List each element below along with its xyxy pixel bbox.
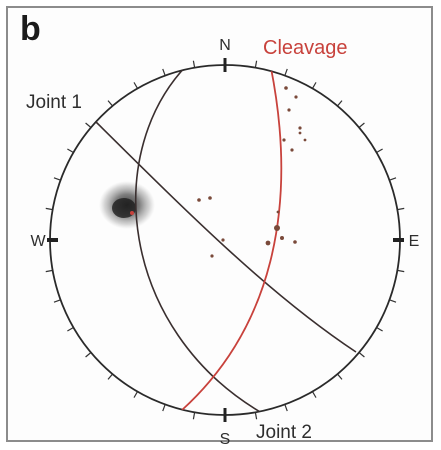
tick-mark: [45, 269, 53, 273]
tick-mark: [358, 122, 365, 128]
tick-mark: [284, 68, 288, 76]
pole-point: [287, 108, 291, 112]
tick-mark: [162, 68, 166, 76]
tick-mark: [67, 148, 74, 154]
tick-mark: [337, 373, 343, 380]
joint1-label: Joint 1: [26, 92, 82, 113]
tick-mark: [397, 269, 405, 273]
pole-point: [298, 131, 302, 135]
tick-mark: [397, 207, 405, 211]
joint1-great-circle: [91, 117, 357, 353]
tick-mark: [311, 82, 317, 89]
pole-point: [294, 95, 298, 99]
primitive-tick-marks: [45, 60, 405, 420]
pole-point: [208, 196, 212, 200]
pole-point: [298, 126, 302, 130]
tick-mark: [85, 352, 92, 358]
tick-mark: [284, 404, 288, 412]
pole-point: [221, 238, 225, 242]
pole-point: [282, 138, 286, 142]
pole-density-core: [112, 198, 136, 218]
tick-mark: [53, 299, 61, 303]
pole-point: [290, 148, 294, 152]
tick-mark: [254, 60, 258, 68]
pole-point: [276, 210, 280, 214]
joint2-label: Joint 2: [256, 422, 312, 443]
tick-mark: [133, 82, 139, 89]
tick-mark: [311, 391, 317, 398]
tick-mark: [192, 412, 196, 420]
pole-point: [274, 225, 280, 231]
tick-mark: [358, 352, 365, 358]
pole-point: [265, 240, 271, 246]
cleavage-great-circle: [181, 65, 283, 411]
tick-mark: [85, 122, 92, 128]
tick-mark: [67, 326, 74, 332]
tick-mark: [389, 177, 397, 181]
cleavage-label: Cleavage: [263, 37, 348, 59]
joint2-great-circle: [135, 65, 263, 414]
pole-point: [303, 138, 307, 142]
west-label: W: [30, 233, 46, 250]
tick-mark: [376, 326, 383, 332]
tick-mark: [192, 60, 196, 68]
south-label: S: [220, 431, 231, 448]
tick-mark: [389, 299, 397, 303]
tick-mark: [133, 391, 139, 398]
pole-point: [293, 240, 297, 244]
tick-mark: [45, 207, 53, 211]
tick-mark: [254, 412, 258, 420]
tick-mark: [376, 148, 383, 154]
pole-points: [197, 86, 307, 258]
tick-mark: [53, 177, 61, 181]
panel-letter: b: [20, 10, 41, 48]
pole-point: [280, 236, 284, 240]
pole-point: [284, 86, 288, 90]
pole-point: [210, 254, 214, 258]
tick-mark: [337, 100, 343, 107]
pole-point: [197, 198, 201, 202]
north-label: N: [219, 37, 231, 54]
east-label: E: [409, 233, 420, 250]
pole-mean-marker: [130, 211, 134, 215]
tick-mark: [107, 100, 113, 107]
tick-mark: [162, 404, 166, 412]
tick-mark: [107, 373, 113, 380]
